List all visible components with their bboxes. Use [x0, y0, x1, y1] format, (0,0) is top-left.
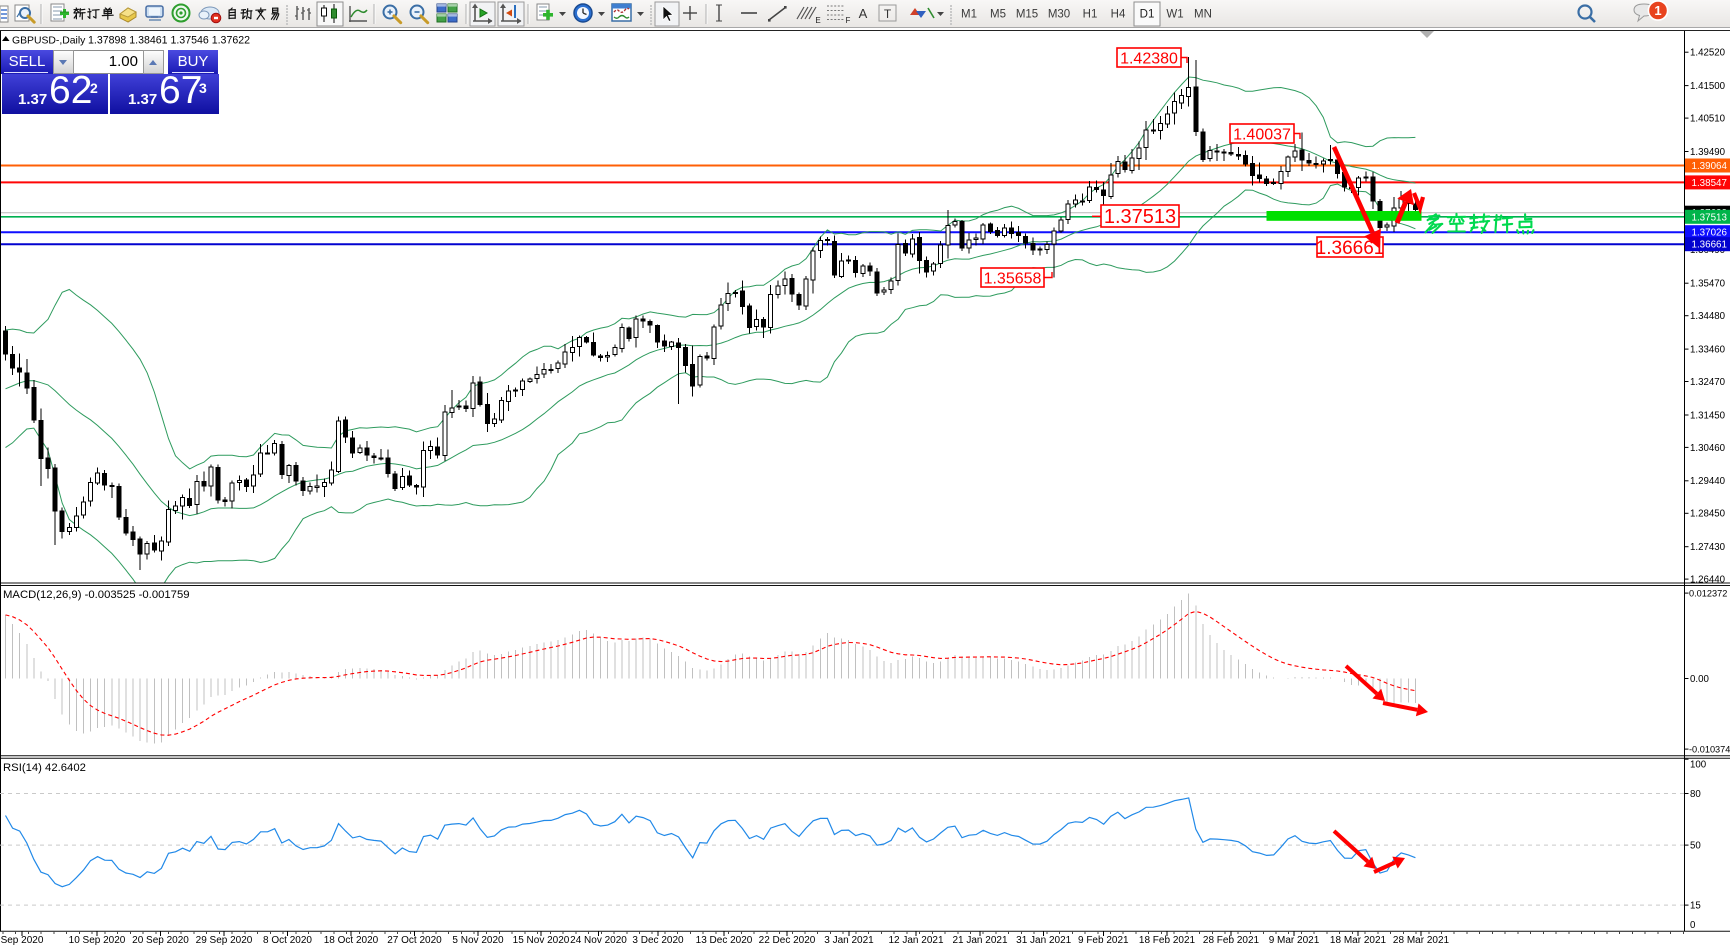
svg-text:27 Oct 2020: 27 Oct 2020 — [387, 935, 442, 946]
svg-text:F: F — [846, 16, 851, 25]
svg-text:1.37513: 1.37513 — [1104, 206, 1176, 228]
svg-text:1.37513: 1.37513 — [1692, 212, 1728, 223]
svg-text:31 Jan 2021: 31 Jan 2021 — [1016, 935, 1071, 946]
svg-text:100: 100 — [1690, 760, 1707, 771]
svg-text:1.32470: 1.32470 — [1690, 377, 1726, 388]
svg-text:1.37898 1.38461 1.37546 1.3762: 1.37898 1.38461 1.37546 1.37622 — [88, 35, 250, 47]
svg-text:D1: D1 — [1140, 9, 1155, 21]
svg-text:80: 80 — [1690, 789, 1701, 800]
svg-text:M5: M5 — [990, 9, 1006, 21]
svg-text:MACD(12,26,9) -0.003525 -0.001: MACD(12,26,9) -0.003525 -0.001759 — [3, 589, 190, 601]
svg-text:1.37026: 1.37026 — [1692, 228, 1728, 239]
svg-text:9 Feb 2021: 9 Feb 2021 — [1078, 935, 1129, 946]
svg-text:21 Jan 2021: 21 Jan 2021 — [952, 935, 1007, 946]
svg-text:0.012372: 0.012372 — [1689, 589, 1727, 599]
svg-text:W1: W1 — [1166, 9, 1183, 21]
svg-text:18 Feb 2021: 18 Feb 2021 — [1139, 935, 1196, 946]
svg-text:18 Mar 2021: 18 Mar 2021 — [1330, 935, 1387, 946]
svg-text:E: E — [815, 16, 820, 25]
svg-text:29 Sep 2020: 29 Sep 2020 — [196, 935, 253, 946]
svg-text:1: 1 — [1654, 3, 1661, 18]
svg-text:RSI(14) 42.6402: RSI(14) 42.6402 — [3, 762, 86, 774]
svg-text:3 Jan 2021: 3 Jan 2021 — [824, 935, 874, 946]
svg-text:3 Dec 2020: 3 Dec 2020 — [632, 935, 684, 946]
svg-text:1.29440: 1.29440 — [1690, 476, 1726, 487]
svg-text:28 Mar 2021: 28 Mar 2021 — [1393, 935, 1450, 946]
svg-text:0.00: 0.00 — [1690, 674, 1709, 685]
svg-text:1.38547: 1.38547 — [1692, 178, 1727, 189]
svg-text:1.41500: 1.41500 — [1690, 81, 1726, 92]
svg-text:1.27430: 1.27430 — [1690, 542, 1726, 553]
svg-text:24 Nov 2020: 24 Nov 2020 — [570, 935, 627, 946]
svg-text:1.26440: 1.26440 — [1690, 575, 1726, 586]
svg-text:1.42520: 1.42520 — [1690, 48, 1726, 59]
svg-text:1.40037: 1.40037 — [1233, 126, 1291, 143]
svg-text:8 Oct 2020: 8 Oct 2020 — [263, 935, 312, 946]
svg-text:1.33460: 1.33460 — [1690, 345, 1726, 356]
svg-text:H4: H4 — [1111, 9, 1126, 21]
svg-text:5 Nov 2020: 5 Nov 2020 — [452, 935, 504, 946]
svg-text:1.35470: 1.35470 — [1690, 279, 1726, 290]
svg-text:1.34480: 1.34480 — [1690, 311, 1726, 322]
svg-text:1.39064: 1.39064 — [1692, 161, 1728, 172]
svg-text:20 Sep 2020: 20 Sep 2020 — [132, 935, 189, 946]
svg-text:1.39490: 1.39490 — [1690, 147, 1726, 158]
svg-text:1.35658: 1.35658 — [984, 270, 1042, 287]
svg-text:MN: MN — [1194, 9, 1212, 21]
svg-text:50: 50 — [1690, 841, 1701, 852]
svg-text:15: 15 — [1690, 901, 1701, 912]
svg-text:1.40510: 1.40510 — [1690, 114, 1726, 125]
svg-text:12 Jan 2021: 12 Jan 2021 — [888, 935, 943, 946]
svg-text:1.42380: 1.42380 — [1120, 50, 1178, 67]
svg-text:22 Dec 2020: 22 Dec 2020 — [759, 935, 816, 946]
svg-text:1.28450: 1.28450 — [1690, 509, 1726, 520]
svg-text:13 Dec 2020: 13 Dec 2020 — [696, 935, 753, 946]
svg-text:GBPUSD-,Daily: GBPUSD-,Daily — [12, 36, 86, 47]
svg-text:15 Nov 2020: 15 Nov 2020 — [513, 935, 570, 946]
svg-text:0: 0 — [1690, 920, 1696, 931]
svg-text:Sep 2020: Sep 2020 — [1, 935, 44, 946]
svg-text:1.36661: 1.36661 — [1692, 240, 1727, 251]
svg-text:10 Sep 2020: 10 Sep 2020 — [69, 935, 126, 946]
svg-text:H1: H1 — [1083, 9, 1098, 21]
svg-text:M30: M30 — [1048, 9, 1070, 21]
svg-text:A: A — [859, 6, 868, 21]
svg-text:18 Oct 2020: 18 Oct 2020 — [324, 935, 379, 946]
svg-text:1.31450: 1.31450 — [1690, 410, 1726, 421]
svg-text:9 Mar 2021: 9 Mar 2021 — [1269, 935, 1320, 946]
svg-text:28 Feb 2021: 28 Feb 2021 — [1203, 935, 1260, 946]
svg-text:M15: M15 — [1016, 9, 1038, 21]
svg-text:T: T — [884, 7, 892, 21]
svg-text:-0.010374: -0.010374 — [1689, 745, 1730, 755]
svg-text:1.30460: 1.30460 — [1690, 443, 1726, 454]
svg-text:M1: M1 — [961, 9, 977, 21]
